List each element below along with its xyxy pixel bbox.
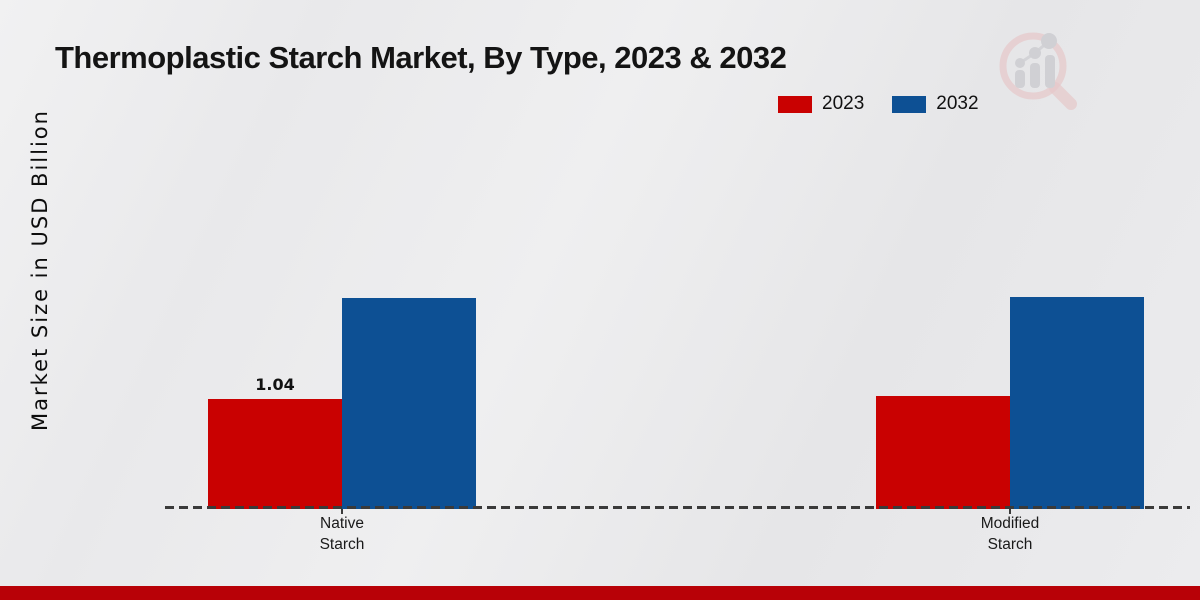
bar-2023-modified-starch — [876, 395, 1010, 509]
category-label-native-starch: Native Starch — [319, 515, 365, 553]
brand-logo-icon — [999, 32, 1077, 110]
bar-2032-modified-starch — [1010, 296, 1144, 509]
legend-swatch-2023 — [778, 95, 812, 113]
legend-label: 2032 — [936, 93, 979, 114]
category-label-modified-starch: Modified Starch — [980, 515, 1040, 553]
legend-item-2032: 2032 — [892, 93, 979, 115]
bar-2023-native-starch — [208, 398, 342, 509]
footer-bar — [0, 586, 1200, 600]
legend-label: 2023 — [822, 93, 865, 114]
x-axis-tick — [1009, 509, 1011, 514]
legend-swatch-2032 — [892, 95, 927, 113]
legend: 2023 2032 — [778, 93, 979, 115]
legend-item-2023: 2023 — [778, 93, 864, 115]
bar-2032-native-starch — [342, 298, 476, 509]
chart-title: Thermoplastic Starch Market, By Type, 20… — [55, 40, 787, 75]
bar-value-label: 1.04 — [255, 374, 295, 394]
x-axis-tick — [341, 509, 343, 514]
x-axis-baseline — [165, 506, 1190, 509]
